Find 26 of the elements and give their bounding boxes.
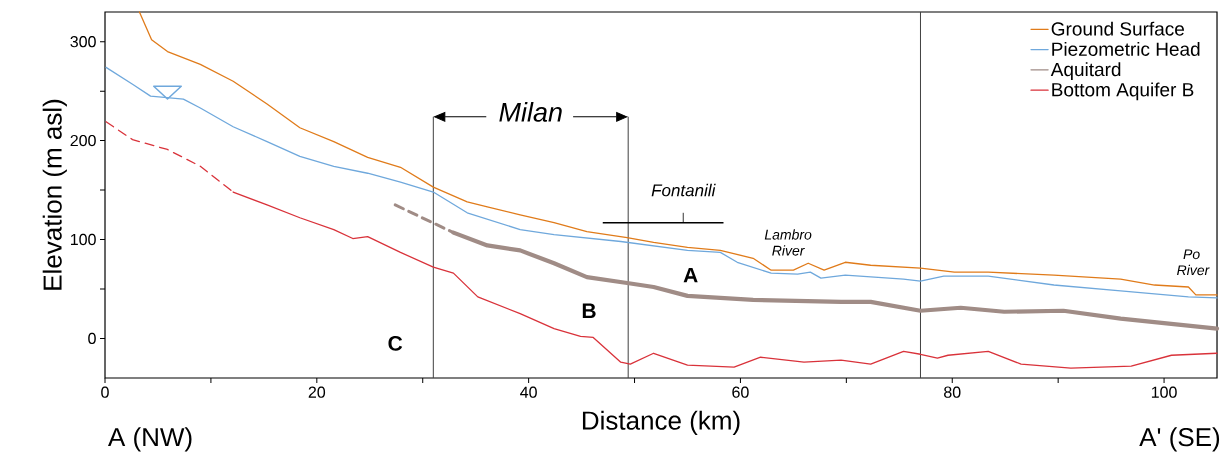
annotation: B [582, 303, 596, 318]
x-tick-label: 80 [944, 386, 961, 398]
annotation: Fontanili [651, 183, 716, 197]
legend-label: Ground Surface [1051, 21, 1185, 36]
legend-label: Piezometric Head [1052, 41, 1200, 56]
y-tick-label: 300 [70, 36, 96, 48]
text: A (NW) [107, 427, 192, 452]
y-tick-label: 0 [88, 332, 96, 345]
annotation: A [683, 267, 698, 283]
y-tick-label: 200 [70, 134, 96, 147]
x-axis-title: Distance (km) [582, 410, 740, 435]
annotation: Milan [499, 101, 562, 122]
legend-label: Bottom Aquifer B [1052, 82, 1194, 101]
x-tick-label: 40 [520, 386, 537, 398]
x-tick-label: 20 [308, 386, 326, 398]
x-tick-label: 60 [732, 386, 749, 398]
y-axis-title: Elevation (m asl) [42, 99, 67, 290]
text: A' (SE) [1139, 427, 1220, 452]
x-tick-label: 100 [1151, 386, 1177, 398]
y-tick-label: 100 [71, 233, 96, 246]
annotation: Po River [1177, 249, 1210, 276]
x-tick-label: 0 [101, 386, 109, 398]
legend-label: Aquitard [1050, 62, 1121, 80]
annotation: C [388, 335, 403, 351]
annotation: Lambro River [764, 229, 812, 256]
line-series [138, 11, 1218, 296]
